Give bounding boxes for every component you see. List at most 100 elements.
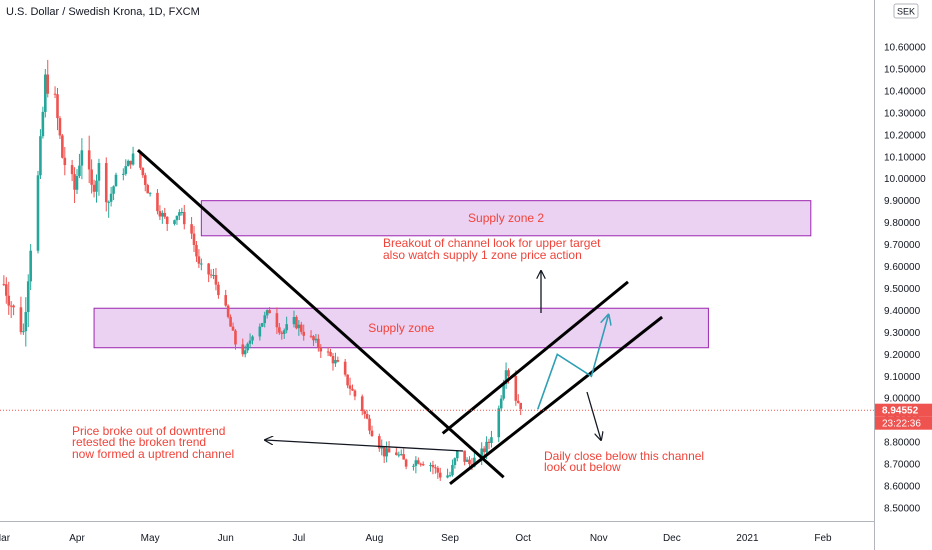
price-tick-label: 10.60000 (884, 43, 926, 54)
candle-body (139, 153, 142, 168)
time-tick-label: Dec (663, 533, 681, 544)
candle-body (19, 307, 23, 333)
candle-body (446, 475, 449, 478)
candle-body (380, 447, 384, 449)
candle-body (7, 295, 11, 306)
candle-body (334, 360, 337, 364)
candle-body (122, 173, 125, 175)
candle-body (248, 340, 252, 344)
time-tick-label: Oct (515, 533, 531, 544)
daily-close-annotation-line1: Daily close below this channel (544, 449, 704, 463)
candle-body (360, 396, 364, 412)
candle-body (158, 211, 162, 217)
last-price-label: 8.94552 23:22:36 (875, 403, 932, 430)
candle-body (161, 212, 164, 217)
candle-body (268, 310, 271, 314)
candle-body (314, 338, 318, 341)
candle-body (61, 135, 64, 158)
candle-body (180, 212, 184, 214)
candle-body (24, 312, 28, 332)
candle-body (234, 330, 237, 345)
candle-body (231, 326, 235, 331)
candle-body (514, 376, 518, 401)
currency-badge-box[interactable] (893, 3, 919, 19)
candle-body (56, 94, 59, 119)
price-tick-label: 9.90000 (884, 196, 921, 207)
channel-upper-line[interactable] (441, 280, 629, 435)
time-tick-label: Jul (292, 533, 305, 544)
time-tick-label: Sep (441, 533, 459, 544)
supply-zone-2-label: Supply zone 2 (468, 211, 544, 225)
channel-lower-line[interactable] (449, 315, 664, 486)
candle-body (212, 275, 215, 277)
chart-title: U.S. Dollar / Swedish Krona, 1D, FXCM (6, 6, 200, 18)
candle-body (504, 370, 508, 384)
candle-body (104, 163, 108, 203)
candle-body (92, 184, 96, 192)
candle-body (41, 111, 45, 137)
candle-body (156, 192, 159, 212)
candle-body (309, 335, 313, 337)
candlestick-series (2, 59, 522, 481)
candle-body (260, 323, 264, 327)
candle-body (480, 448, 483, 458)
candle-body (348, 385, 352, 389)
price-tick-label: 9.20000 (884, 350, 921, 361)
candle-body (178, 212, 181, 216)
candle-body (2, 284, 6, 286)
candle-body (434, 467, 437, 469)
price-tick-label: 10.50000 (884, 64, 926, 75)
candle-body (317, 338, 320, 348)
candle-body (165, 216, 169, 225)
time-axis[interactable]: Mar Apr May Jun Jul Aug Sep Oct Nov Dec 2021 Feb (0, 533, 832, 544)
time-tick-label: Nov (590, 533, 608, 544)
supply-zone-2-box[interactable] (200, 200, 812, 237)
supply-zone-label: Supply zone (368, 321, 434, 335)
candle-body (192, 233, 196, 245)
candle-body (448, 475, 452, 477)
time-tick-label: May (141, 533, 160, 544)
candle-body (346, 374, 349, 386)
price-tick-label: 9.80000 (884, 218, 921, 229)
last-price-value: 8.94552 (882, 406, 919, 417)
candle-body (87, 150, 91, 170)
retest-arrow[interactable] (265, 440, 464, 452)
price-tick-label: 8.80000 (884, 438, 921, 449)
candle-body (319, 347, 323, 352)
candle-body (385, 448, 388, 457)
price-axis[interactable]: 10.60000 10.50000 10.40000 10.30000 10.20000… (884, 43, 926, 515)
price-tick-label: 9.30000 (884, 328, 921, 339)
candle-body (148, 192, 152, 194)
candle-body (397, 454, 401, 456)
candle-body (173, 220, 176, 225)
candle-body (46, 74, 50, 94)
time-tick-label: 2021 (736, 533, 759, 544)
candle-body (226, 305, 230, 317)
candle-body (129, 160, 132, 165)
candle-body (214, 275, 218, 285)
time-tick-label: Jun (218, 533, 234, 544)
candle-body (265, 310, 269, 316)
down-arrow[interactable] (586, 391, 601, 440)
projection-path[interactable] (537, 315, 609, 410)
price-broke-annotation-line3: now formed a uptrend channel (72, 447, 234, 461)
candle-body (329, 351, 332, 356)
candle-body (63, 157, 67, 166)
candle-body (22, 331, 25, 333)
breakout-annotation-line1: Breakout of channel look for upper targe… (383, 236, 601, 250)
candle-body (278, 327, 281, 333)
candle-body (224, 295, 228, 306)
daily-close-annotation-line2: look out below (544, 460, 621, 474)
price-tick-label: 8.60000 (884, 482, 921, 493)
candle-body (175, 215, 179, 221)
candle-body (453, 458, 457, 465)
downtrend-line[interactable] (136, 149, 505, 479)
candle-body (387, 448, 391, 453)
candle-body (112, 186, 115, 194)
price-tick-label: 10.20000 (884, 130, 926, 141)
candle-body (465, 459, 469, 462)
price-tick-label: 9.50000 (884, 284, 921, 295)
candle-body (97, 163, 101, 181)
